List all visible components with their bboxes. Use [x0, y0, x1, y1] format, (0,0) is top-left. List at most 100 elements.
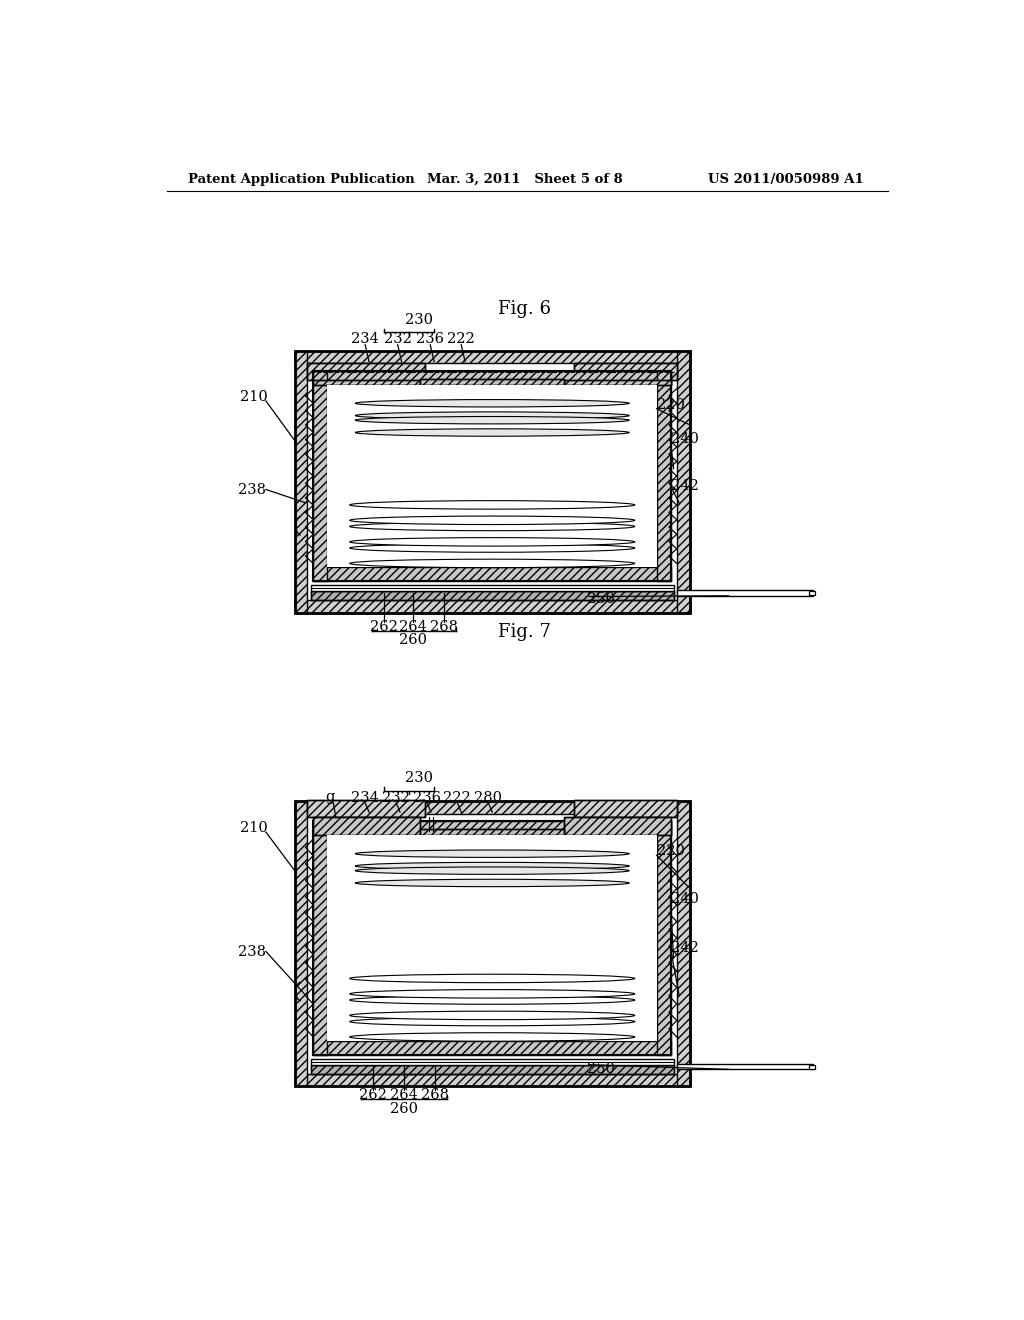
Ellipse shape	[350, 537, 635, 546]
Text: 220: 220	[656, 397, 684, 412]
Bar	[657, 821, 672, 1055]
Text: g: g	[325, 791, 334, 804]
Bar	[678, 1064, 813, 1069]
Text: 232: 232	[382, 791, 410, 804]
Bar	[313, 1040, 672, 1055]
Text: 240: 240	[671, 892, 698, 906]
Text: US 2011/0050989 A1: US 2011/0050989 A1	[709, 173, 864, 186]
Text: Fig. 7: Fig. 7	[499, 623, 551, 642]
Bar	[313, 821, 672, 1055]
Text: 264: 264	[399, 619, 427, 634]
Bar	[329, 420, 651, 433]
Bar	[329, 1001, 652, 1015]
Bar	[574, 363, 678, 380]
Bar	[809, 1065, 815, 1069]
Bar	[295, 801, 307, 1086]
Bar	[678, 590, 813, 595]
Ellipse shape	[355, 417, 630, 424]
Bar	[564, 817, 672, 836]
Bar	[329, 527, 652, 543]
Bar	[295, 1074, 690, 1086]
Ellipse shape	[350, 974, 635, 982]
Bar	[809, 591, 815, 595]
Ellipse shape	[350, 1018, 635, 1026]
Text: 268: 268	[430, 619, 458, 634]
Text: 260: 260	[390, 1102, 418, 1117]
Bar	[420, 829, 564, 836]
Bar	[678, 801, 690, 1086]
Bar	[678, 351, 690, 612]
Ellipse shape	[350, 990, 635, 998]
Bar	[328, 836, 657, 1040]
Bar	[329, 871, 651, 883]
Bar	[311, 591, 674, 601]
Ellipse shape	[350, 1011, 635, 1019]
Text: 230: 230	[404, 771, 432, 785]
Bar	[313, 371, 672, 385]
Ellipse shape	[350, 995, 635, 1005]
Ellipse shape	[350, 523, 635, 531]
Bar	[574, 800, 678, 817]
Bar	[329, 404, 651, 416]
Bar	[295, 801, 690, 813]
Text: 262: 262	[370, 619, 397, 634]
Text: 222: 222	[443, 791, 471, 804]
Text: 222: 222	[447, 333, 475, 346]
Ellipse shape	[355, 400, 630, 407]
Text: 240: 240	[671, 433, 698, 446]
Bar	[329, 978, 652, 994]
Text: 232: 232	[384, 333, 412, 346]
Bar	[574, 800, 678, 817]
Text: Fig. 6: Fig. 6	[499, 300, 551, 318]
Text: Mar. 3, 2011   Sheet 5 of 8: Mar. 3, 2011 Sheet 5 of 8	[427, 173, 623, 186]
Text: 262: 262	[359, 1088, 387, 1102]
Text: 234: 234	[351, 791, 379, 804]
Text: 242: 242	[671, 941, 698, 954]
Text: 210: 210	[241, 391, 268, 404]
Ellipse shape	[350, 516, 635, 524]
Text: Patent Application Publication: Patent Application Publication	[188, 173, 415, 186]
Text: 220: 220	[656, 845, 684, 858]
Ellipse shape	[350, 500, 635, 510]
Bar	[313, 371, 328, 581]
Bar	[313, 821, 328, 1055]
Bar	[311, 585, 674, 591]
Bar	[329, 1022, 652, 1038]
Text: 238: 238	[238, 483, 266, 496]
Bar	[329, 854, 651, 866]
Bar	[329, 1001, 652, 1015]
Bar	[307, 813, 678, 1074]
Bar	[329, 404, 651, 416]
Bar	[329, 1022, 652, 1038]
Bar	[295, 601, 690, 612]
Bar	[564, 380, 672, 385]
Bar	[313, 821, 672, 836]
Bar	[564, 380, 672, 385]
Text: 264: 264	[390, 1088, 418, 1102]
Text: 234: 234	[351, 333, 379, 346]
Text: 230: 230	[404, 313, 432, 327]
Bar	[329, 506, 652, 520]
Bar	[295, 351, 690, 363]
Text: 238: 238	[238, 945, 266, 958]
Bar	[311, 1065, 674, 1074]
Ellipse shape	[355, 412, 630, 420]
Bar	[329, 548, 652, 564]
Bar	[329, 854, 651, 866]
Bar	[328, 385, 657, 568]
Bar	[657, 371, 672, 581]
Ellipse shape	[355, 429, 630, 436]
Text: 210: 210	[241, 821, 268, 836]
Bar	[313, 380, 420, 385]
Bar	[295, 801, 690, 1086]
Bar	[307, 363, 425, 380]
Bar	[313, 371, 672, 581]
Text: 250: 250	[587, 1061, 614, 1076]
Text: 236: 236	[416, 333, 444, 346]
Bar	[313, 380, 420, 385]
Text: 250: 250	[587, 591, 614, 606]
Bar	[311, 1065, 674, 1074]
Bar	[311, 591, 674, 601]
Ellipse shape	[355, 867, 630, 874]
Bar	[574, 363, 678, 380]
